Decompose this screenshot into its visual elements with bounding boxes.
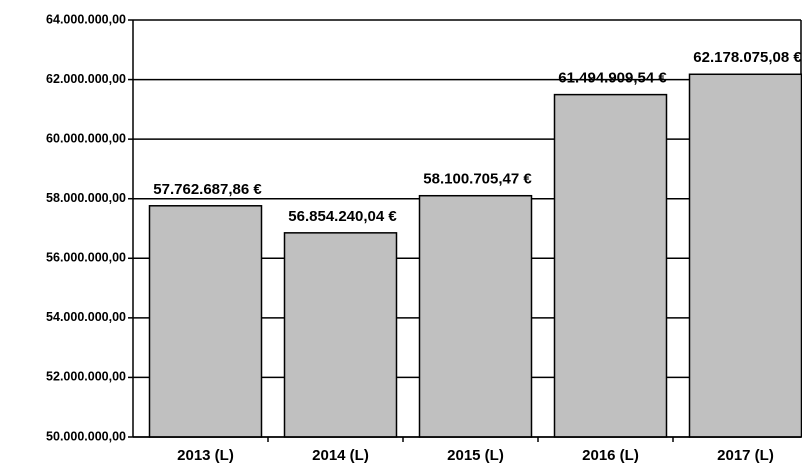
value-label: 56.854.240,04 € xyxy=(288,208,397,225)
value-label: 62.178.075,08 € xyxy=(693,49,802,66)
x-tick-label: 2016 (L) xyxy=(582,447,639,464)
y-tick-label: 52.000.000,00 xyxy=(46,370,126,384)
x-tick-label: 2015 (L) xyxy=(447,447,504,464)
value-label: 61.494.909,54 € xyxy=(558,70,667,87)
x-tick-label: 2017 (L) xyxy=(717,447,774,464)
bar xyxy=(418,194,533,438)
x-tick-label: 2013 (L) xyxy=(177,447,234,464)
bar xyxy=(553,93,668,438)
y-tick-label: 64.000.000,00 xyxy=(46,12,126,26)
bar xyxy=(688,73,802,438)
x-tick-label: 2014 (L) xyxy=(312,447,369,464)
y-tick-label: 60.000.000,00 xyxy=(46,131,126,145)
value-label: 58.100.705,47 € xyxy=(423,171,532,188)
y-tick-label: 56.000.000,00 xyxy=(46,251,126,265)
y-tick-label: 54.000.000,00 xyxy=(46,310,126,324)
y-tick-label: 62.000.000,00 xyxy=(46,72,126,86)
y-tick-label: 50.000.000,00 xyxy=(46,429,126,443)
bar xyxy=(148,205,263,438)
value-label: 57.762.687,86 € xyxy=(153,181,262,198)
bar xyxy=(283,232,398,438)
y-tick-label: 58.000.000,00 xyxy=(46,191,126,205)
